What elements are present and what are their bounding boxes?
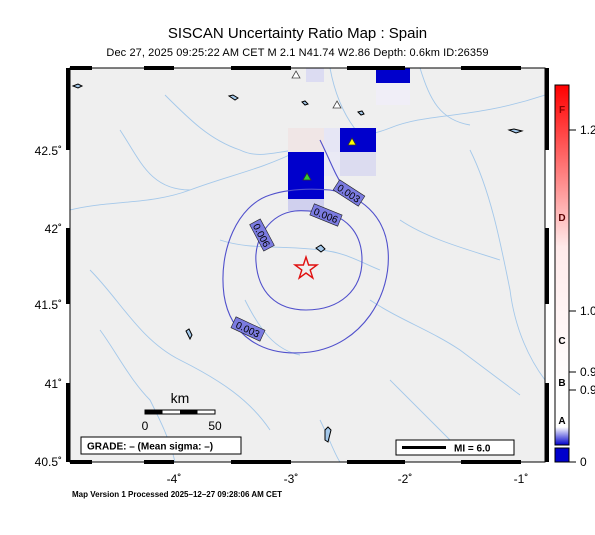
x-tick-label: -3˚ — [284, 472, 299, 486]
stations — [291, 70, 357, 181]
processing-footer: Map Version 1 Processed 2025–12–27 09:28… — [72, 490, 283, 499]
scale-bar: km 0 50 — [142, 390, 222, 433]
colorbar-value: 0.9 — [580, 365, 595, 379]
station-marker — [332, 100, 342, 109]
grade-label: B — [558, 378, 565, 389]
map-title: SISCAN Uncertainty Ratio Map : Spain — [167, 25, 428, 42]
x-axis-labels: -4˚ -3˚ -2˚ -1˚ — [167, 472, 529, 486]
map-subtitle: Dec 27, 2025 09:25:22 AM CET M 2.1 N41.7… — [106, 47, 489, 59]
station-marker — [291, 70, 301, 79]
y-axis-labels: 42.5˚ 42˚ 41.5˚ 41˚ 40.5˚ — [35, 144, 62, 469]
grade-label: F — [559, 105, 565, 116]
scale-start-label: 0 — [142, 419, 149, 433]
grade-label: C — [558, 336, 565, 347]
station-marker — [302, 172, 312, 181]
x-tick-label: -2˚ — [398, 472, 413, 486]
y-tick-label: 42.5˚ — [35, 144, 62, 158]
y-tick-label: 41.5˚ — [35, 298, 62, 312]
colorbar-value: 0 — [580, 455, 587, 469]
colorbar: F D C B A 1.2 1.0 0.9 0.9 0 — [554, 84, 595, 469]
epicenter-star-icon — [292, 254, 320, 280]
y-tick-label: 40.5˚ — [35, 455, 62, 469]
y-tick-label: 41˚ — [45, 377, 62, 391]
scale-end-label: 50 — [208, 419, 222, 433]
colorbar-value: 1.0 — [580, 304, 595, 318]
scale-unit: km — [171, 390, 190, 406]
grade-label: D — [558, 213, 565, 224]
lakes — [71, 83, 524, 443]
colorbar-value: 1.2 — [580, 123, 595, 137]
x-tick-label: -4˚ — [167, 472, 182, 486]
mi-legend: MI = 6.0 — [454, 444, 491, 455]
map-area: 0.003 0.006 0.006 0.003 km 0 50 — [70, 68, 545, 462]
map-frame — [66, 66, 549, 464]
x-tick-label: -1˚ — [514, 472, 529, 486]
y-tick-label: 42˚ — [45, 222, 62, 236]
grade-label: A — [558, 416, 565, 427]
grade-box: GRADE: – (Mean sigma: –) — [87, 442, 213, 453]
colorbar-value: 0.9 — [580, 383, 595, 397]
station-marker — [347, 137, 357, 146]
